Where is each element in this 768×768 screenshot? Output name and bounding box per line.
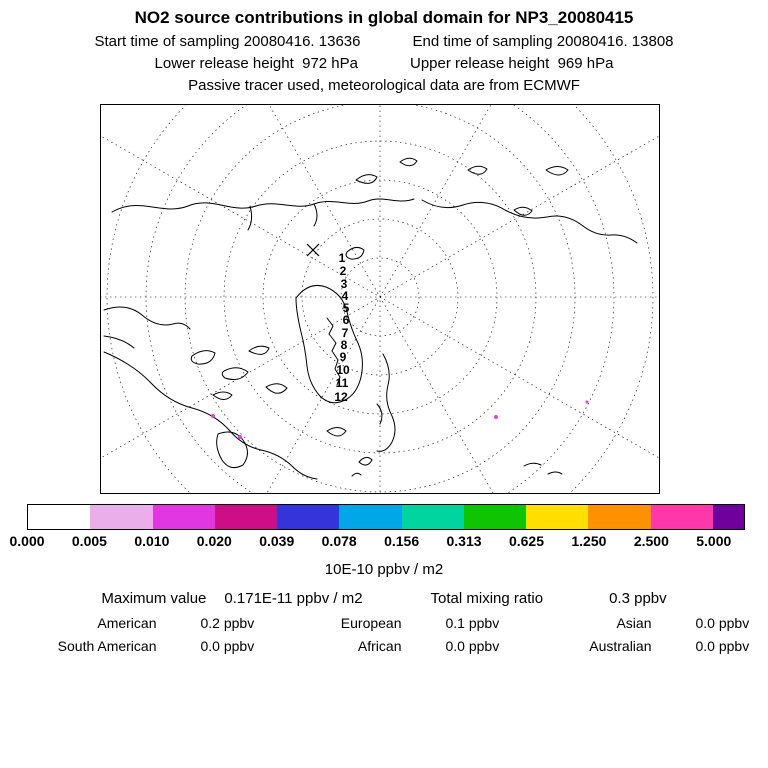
total-mixing-label: Total mixing ratio: [430, 590, 544, 607]
region-name: American: [97, 615, 157, 631]
trajectory-number: 1: [339, 251, 346, 265]
colorbar-cell: [152, 505, 215, 529]
trajectory-number: 7: [342, 326, 349, 340]
colorbar-section: 0.000 0.005 0.010 0.020 0.039 0.078 0.156 0.313…: [9, 504, 745, 553]
colorbar-cell: [650, 505, 713, 529]
trajectory-number: 4: [342, 289, 349, 303]
colorbar-cell: [28, 505, 91, 529]
colorbar-cell: [339, 505, 402, 529]
region-value: 0.0 ppbv: [445, 638, 500, 654]
tracer-note-text: Passive tracer used, meteorological data…: [188, 77, 580, 94]
colorbar: [27, 504, 745, 530]
coastlines: [103, 157, 638, 480]
map-area: 1 2 3 4 5 6 7 8 9 10 11 12: [100, 104, 660, 494]
colorbar-tick-label: 1.250: [571, 533, 607, 549]
colorbar-tick-label: 0.005: [71, 533, 107, 549]
map-border: [100, 104, 660, 494]
end-time-text: End time of sampling 20080416. 13808: [412, 33, 674, 50]
trajectory-number: 9: [340, 350, 347, 364]
colorbar-tick-label: 0.156: [384, 533, 420, 549]
colorbar-ticks: 0.000 0.005 0.010 0.020 0.039 0.078 0.156 0.313…: [9, 533, 745, 553]
colorbar-tick-label: 0.020: [196, 533, 232, 549]
total-mixing-value: 0.3 ppbv: [609, 590, 667, 607]
region-value: 0.0 ppbv: [200, 638, 255, 654]
trajectory-number: 8: [341, 338, 348, 352]
colorbar-tick-label: 0.313: [446, 533, 482, 549]
lower-release-text: Lower release height 972 hPa: [154, 55, 358, 72]
trajectory-number: 5: [343, 301, 350, 315]
colorbar-cell: [277, 505, 340, 529]
colorbar-cell: [463, 505, 527, 529]
max-value-label: Maximum value: [101, 590, 207, 607]
region-grid: American 0.2 ppbv European 0.1 ppbv Asian 0.0…: [7, 615, 762, 654]
station-cross-marker: [306, 243, 320, 257]
stats-line: Maximum value 0.171E-11 ppbv / m2 Total …: [0, 590, 768, 607]
region-value: 0.0 ppbv: [695, 615, 750, 631]
concentration-specks: [211, 400, 589, 439]
colorbar-tick-label: 0.000: [9, 533, 45, 549]
region-name: South American: [57, 638, 157, 654]
colorbar-tick-label: 2.500: [633, 533, 669, 549]
colorbar-cell: [90, 505, 153, 529]
colorbar-cell: [588, 505, 651, 529]
colorbar-cell: [401, 505, 464, 529]
colorbar-units: 10E-10 ppbv / m2: [324, 561, 444, 578]
max-value: 0.171E-11 ppbv / m2: [224, 590, 363, 607]
region-name: Australian: [589, 638, 652, 654]
colorbar-tick-label: 5.000: [696, 533, 732, 549]
trajectory-number: 10: [336, 363, 350, 377]
trajectory-number: 6: [343, 313, 350, 327]
tracer-note-line: Passive tracer used, meteorological data…: [0, 77, 768, 94]
region-name: European: [340, 615, 402, 631]
release-heights-line: Lower release height 972 hPa Upper releas…: [0, 55, 768, 72]
region-value: 0.0 ppbv: [695, 638, 750, 654]
chart-title: NO2 source contributions in global domai…: [134, 8, 634, 27]
colorbar-tick-label: 0.078: [321, 533, 357, 549]
colorbar-cell: [712, 505, 745, 529]
trajectory-number: 11: [336, 376, 349, 390]
region-value: 0.2 ppbv: [200, 615, 255, 631]
region-name: Asian: [616, 615, 652, 631]
colorbar-tick-label: 0.010: [134, 533, 170, 549]
region-name: African: [357, 638, 402, 654]
start-time-text: Start time of sampling 20080416. 13636: [94, 33, 361, 50]
sampling-times-line: Start time of sampling 20080416. 13636 En…: [0, 33, 768, 50]
trajectory-number: 2: [340, 264, 347, 278]
colorbar-tick-label: 0.625: [508, 533, 544, 549]
colorbar-cell: [214, 505, 278, 529]
colorbar-cell: [526, 505, 589, 529]
trajectory-number: 12: [334, 390, 348, 404]
graticule: [100, 104, 660, 494]
upper-release-text: Upper release height 969 hPa: [410, 55, 614, 72]
trajectory-number: 3: [341, 277, 348, 291]
colorbar-tick-label: 0.039: [259, 533, 295, 549]
region-value: 0.1 ppbv: [445, 615, 500, 631]
